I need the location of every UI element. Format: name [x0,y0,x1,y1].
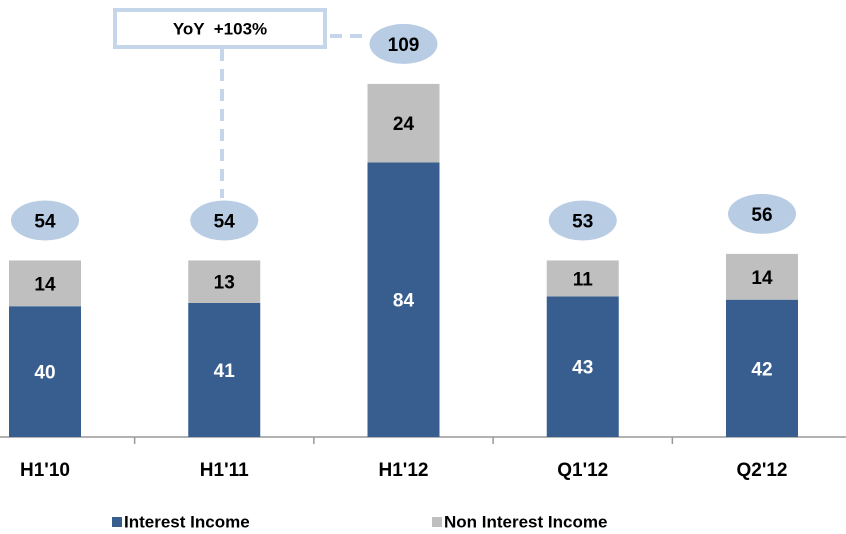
annotation: YoY +103% [173,19,267,38]
x-tick-label: Q2'12 [737,460,788,481]
data-label: 40 [34,363,55,384]
bar-segment [188,260,261,303]
bar-segment [726,253,798,300]
bar-segment [9,306,81,437]
total-label: 109 [388,35,420,56]
x-tick-label: H1'12 [379,460,429,481]
legend-swatch [432,517,442,527]
bar-segment [726,299,798,437]
data-label: 24 [393,114,415,135]
total-bubble [369,23,438,64]
data-label: 13 [214,273,235,294]
legend-swatch [112,517,122,527]
bar-segment [367,162,440,437]
legend-label: Interest Income [124,512,250,531]
bar-segment [546,296,619,437]
total-label: 53 [572,211,593,232]
x-tick-label: Q1'12 [557,460,608,481]
data-label: 84 [393,291,415,312]
x-tick-label: H1'11 [200,460,249,481]
data-label: 14 [751,268,773,289]
total-bubble [548,200,617,241]
total-bubble [11,200,79,241]
annotation-box [113,8,327,49]
total-bubble [190,200,259,241]
total-label: 54 [214,211,236,232]
bar-segment [9,260,81,307]
data-label: 11 [573,269,594,290]
data-label: 42 [751,359,772,380]
bar-segment [367,83,440,163]
data-label: 14 [34,274,56,295]
bar-segment [188,302,261,437]
total-label: 56 [751,205,772,226]
data-label: 41 [214,361,236,382]
data-label: 43 [572,358,593,379]
total-label: 54 [34,211,56,232]
total-bubble [728,193,796,234]
bar-segment [546,260,619,297]
legend-label: Non Interest Income [444,512,607,531]
x-tick-label: H1'10 [20,460,70,481]
